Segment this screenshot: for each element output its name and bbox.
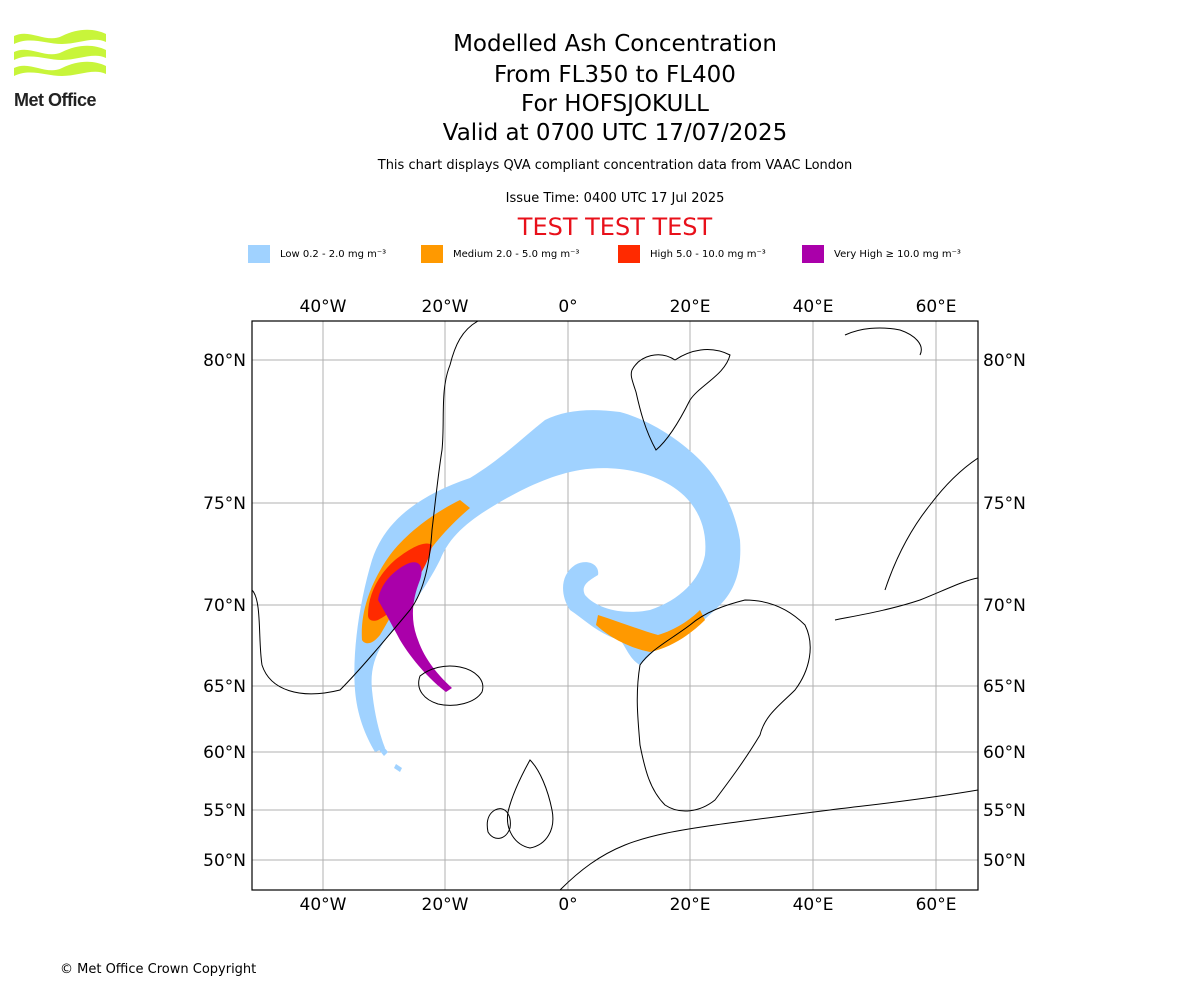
legend-swatch-medium	[421, 245, 443, 263]
lon-label-bottom-20e: 20°E	[670, 895, 711, 915]
lon-label-bottom-40w: 40°W	[300, 895, 347, 915]
lat-label-right-70n: 70°N	[983, 596, 1026, 616]
legend-label-low: Low 0.2 - 2.0 mg m⁻³	[280, 248, 387, 260]
legend-swatch-high	[618, 245, 640, 263]
logo-brand-text: Met Office	[14, 90, 97, 110]
lon-label-bottom-60e: 60°E	[916, 895, 957, 915]
lon-labels-top: 40°W 20°W 0° 20°E 40°E 60°E	[300, 297, 957, 317]
lat-label-right-65n: 65°N	[983, 677, 1026, 697]
legend-item-very-high: Very High ≥ 10.0 mg m⁻³	[802, 243, 961, 265]
lon-label-top-0: 0°	[558, 297, 577, 317]
lat-label-right-60n: 60°N	[983, 743, 1026, 763]
legend-item-low: Low 0.2 - 2.0 mg m⁻³	[248, 243, 386, 265]
ash-low-region	[354, 410, 741, 772]
title-volcano: For HOFSJOKULL	[521, 91, 709, 117]
lat-label-left-55n: 55°N	[203, 801, 246, 821]
title-main: Modelled Ash Concentration	[453, 31, 777, 57]
lat-labels-left: 80°N 75°N 70°N 65°N 60°N 55°N 50°N	[203, 351, 246, 871]
ash-very-high-region	[378, 562, 452, 692]
europe-coast	[559, 789, 978, 890]
legend-label-medium: Medium 2.0 - 5.0 mg m⁻³	[453, 248, 580, 260]
title-valid-time: Valid at 0700 UTC 17/07/2025	[442, 120, 788, 146]
legend-label-high: High 5.0 - 10.0 mg m⁻³	[650, 248, 766, 260]
title-flight-levels: From FL350 to FL400	[494, 62, 736, 88]
chart-title-block: Modelled Ash Concentration From FL350 to…	[300, 30, 930, 148]
ireland-coast	[486, 808, 511, 839]
greenland-coast	[252, 321, 479, 695]
lat-label-left-75n: 75°N	[203, 494, 246, 514]
map-frame	[251, 320, 979, 891]
lat-label-right-80n: 80°N	[983, 351, 1026, 371]
lon-labels-bottom: 40°W 20°W 0° 20°E 40°E 60°E	[300, 895, 957, 915]
lon-label-top-20w: 20°W	[422, 297, 469, 317]
legend-label-very-high: Very High ≥ 10.0 mg m⁻³	[834, 248, 961, 260]
test-banner: TEST TEST TEST	[517, 213, 713, 241]
iceland-coast	[418, 665, 484, 706]
legend-swatch-low	[248, 245, 270, 263]
legend-item-medium: Medium 2.0 - 5.0 mg m⁻³	[421, 243, 579, 265]
franz-josef-coast	[844, 327, 922, 356]
legend-swatch-very-high	[802, 245, 824, 263]
met-office-waves-icon	[14, 29, 106, 76]
lon-label-bottom-20w: 20°W	[422, 895, 469, 915]
lon-label-top-60e: 60°E	[916, 297, 957, 317]
uk-coast	[506, 759, 554, 849]
novaya-zemlya-coast	[884, 457, 978, 591]
russia-arctic-coast	[834, 577, 978, 621]
lat-label-left-60n: 60°N	[203, 743, 246, 763]
lat-label-right-50n: 50°N	[983, 851, 1026, 871]
svalbard-coast	[630, 349, 731, 451]
compliance-note: This chart displays QVA compliant concen…	[377, 158, 853, 173]
lat-label-left-80n: 80°N	[203, 351, 246, 371]
lat-labels-right: 80°N 75°N 70°N 65°N 60°N 55°N 50°N	[983, 351, 1026, 871]
lon-label-top-40w: 40°W	[300, 297, 347, 317]
lon-label-top-20e: 20°E	[670, 297, 711, 317]
coastlines	[252, 321, 978, 890]
lon-label-bottom-40e: 40°E	[793, 895, 834, 915]
lon-label-bottom-0: 0°	[558, 895, 577, 915]
lat-label-left-50n: 50°N	[203, 851, 246, 871]
met-office-logo: Met Office	[14, 28, 110, 112]
issue-time: Issue Time: 0400 UTC 17 Jul 2025	[505, 191, 725, 206]
lat-label-right-75n: 75°N	[983, 494, 1026, 514]
lat-label-left-65n: 65°N	[203, 677, 246, 697]
scandinavia-coast	[636, 599, 811, 812]
lon-label-top-40e: 40°E	[793, 297, 834, 317]
lat-label-left-70n: 70°N	[203, 596, 246, 616]
legend-item-high: High 5.0 - 10.0 mg m⁻³	[618, 243, 766, 265]
copyright-notice: © Met Office Crown Copyright	[60, 962, 257, 977]
lat-label-right-55n: 55°N	[983, 801, 1026, 821]
